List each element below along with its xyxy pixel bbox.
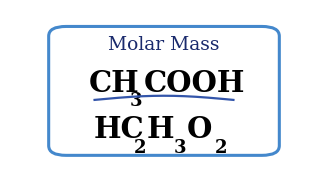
Text: 2: 2 bbox=[134, 139, 147, 157]
Text: COOH: COOH bbox=[144, 69, 245, 98]
Text: 3: 3 bbox=[174, 139, 187, 157]
Text: CH: CH bbox=[88, 69, 139, 98]
Text: O: O bbox=[187, 115, 212, 144]
Text: 3: 3 bbox=[130, 92, 142, 110]
Text: HC: HC bbox=[93, 115, 144, 144]
Text: H: H bbox=[147, 115, 174, 144]
FancyBboxPatch shape bbox=[49, 26, 279, 155]
Text: 2: 2 bbox=[215, 139, 227, 157]
Text: Molar Mass: Molar Mass bbox=[108, 36, 220, 54]
